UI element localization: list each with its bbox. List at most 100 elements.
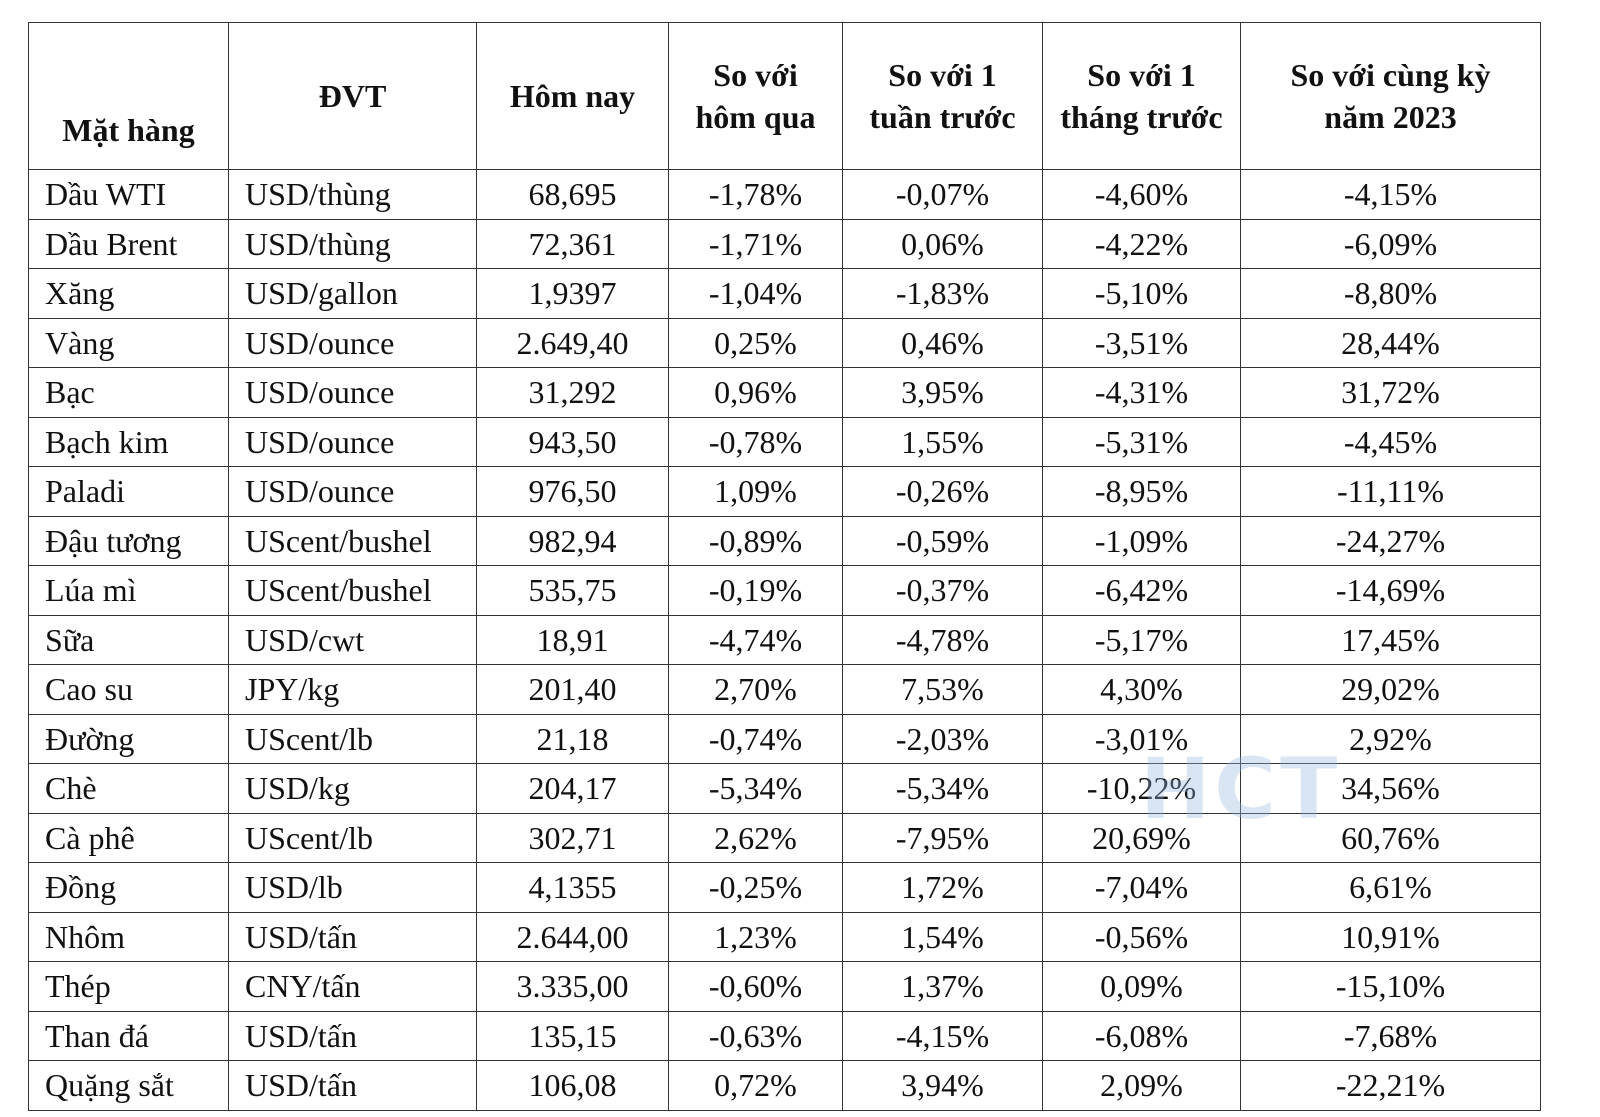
value-cell: -1,71% <box>668 218 843 269</box>
value-cell: -15,10% <box>1240 961 1541 1012</box>
value-cell: 106,08 <box>476 1060 669 1111</box>
table-row: Cà phê UScent/lb 302,71 2,62% -7,95% 20,69% 60… <box>28 812 1541 863</box>
value-cell: 0,46% <box>842 317 1043 368</box>
commodity-name: Dầu Brent <box>28 218 229 269</box>
commodity-name: Thép <box>28 961 229 1012</box>
value-cell: 1,9397 <box>476 268 669 319</box>
value-cell: 2,70% <box>668 664 843 715</box>
table-row: Đậu tương UScent/bushel 982,94 -0,89% -0,59%… <box>28 515 1541 566</box>
table-row: Đường UScent/lb 21,18 -0,74% -2,03% -3,01% 2,9… <box>28 713 1541 764</box>
table-row: Dầu WTI USD/thùng 68,695 -1,78% -0,07% -4,60%… <box>28 169 1541 220</box>
table-row: Than đá USD/tấn 135,15 -0,63% -4,15% -6,08% -7… <box>28 1010 1541 1061</box>
value-cell: -6,09% <box>1240 218 1541 269</box>
table-row: Dầu Brent USD/thùng 72,361 -1,71% 0,06% -4,22… <box>28 218 1541 269</box>
table-row: Nhôm USD/tấn 2.644,00 1,23% 1,54% -0,56% 10,91… <box>28 911 1541 962</box>
value-cell: -0,78% <box>668 416 843 467</box>
commodity-name: Bạch kim <box>28 416 229 467</box>
value-cell: 1,09% <box>668 466 843 517</box>
value-cell: 60,76% <box>1240 812 1541 863</box>
value-cell: 31,292 <box>476 367 669 418</box>
value-cell: 31,72% <box>1240 367 1541 418</box>
table-row: Bạch kim USD/ounce 943,50 -0,78% 1,55% -5,31%… <box>28 416 1541 467</box>
value-cell: -4,78% <box>842 614 1043 665</box>
value-cell: -0,74% <box>668 713 843 764</box>
commodity-name: Cao su <box>28 664 229 715</box>
value-cell: 135,15 <box>476 1010 669 1061</box>
value-cell: -8,80% <box>1240 268 1541 319</box>
commodity-name: Than đá <box>28 1010 229 1061</box>
value-cell: 28,44% <box>1240 317 1541 368</box>
value-cell: -4,15% <box>842 1010 1043 1061</box>
value-cell: 29,02% <box>1240 664 1541 715</box>
unit-cell: USD/ounce <box>228 416 477 467</box>
value-cell: 0,06% <box>842 218 1043 269</box>
column-header: So với 1 tháng trước <box>1042 22 1241 170</box>
unit-cell: USD/lb <box>228 862 477 913</box>
value-cell: -0,07% <box>842 169 1043 220</box>
value-cell: -0,89% <box>668 515 843 566</box>
value-cell: 0,96% <box>668 367 843 418</box>
value-cell: 20,69% <box>1042 812 1241 863</box>
value-cell: 982,94 <box>476 515 669 566</box>
value-cell: -1,83% <box>842 268 1043 319</box>
value-cell: -8,95% <box>1042 466 1241 517</box>
value-cell: 2,09% <box>1042 1060 1241 1111</box>
commodity-name: Đậu tương <box>28 515 229 566</box>
value-cell: 6,61% <box>1240 862 1541 913</box>
value-cell: -0,63% <box>668 1010 843 1061</box>
table-row: Cao su JPY/kg 201,40 2,70% 7,53% 4,30% 29,02% <box>28 664 1541 715</box>
value-cell: 1,55% <box>842 416 1043 467</box>
unit-cell: USD/thùng <box>228 218 477 269</box>
value-cell: 0,25% <box>668 317 843 368</box>
commodity-name: Đường <box>28 713 229 764</box>
commodity-name: Paladi <box>28 466 229 517</box>
table-row: Paladi USD/ounce 976,50 1,09% -0,26% -8,95% -1… <box>28 466 1541 517</box>
unit-cell: USD/tấn <box>228 911 477 962</box>
column-header: ĐVT <box>228 22 477 170</box>
value-cell: 2.649,40 <box>476 317 669 368</box>
commodity-name: Quặng sắt <box>28 1060 229 1111</box>
unit-cell: USD/kg <box>228 763 477 814</box>
value-cell: -0,26% <box>842 466 1043 517</box>
unit-cell: UScent/bushel <box>228 565 477 616</box>
unit-cell: USD/cwt <box>228 614 477 665</box>
value-cell: -22,21% <box>1240 1060 1541 1111</box>
table-row: Quặng sắt USD/tấn 106,08 0,72% 3,94% 2,09% -22… <box>28 1060 1541 1111</box>
value-cell: -0,37% <box>842 565 1043 616</box>
value-cell: 34,56% <box>1240 763 1541 814</box>
value-cell: 0,09% <box>1042 961 1241 1012</box>
table-row: Lúa mì UScent/bushel 535,75 -0,19% -0,37% -6,… <box>28 565 1541 616</box>
column-header: So với cùng kỳ năm 2023 <box>1240 22 1541 170</box>
value-cell: -1,78% <box>668 169 843 220</box>
unit-cell: USD/thùng <box>228 169 477 220</box>
value-cell: -3,01% <box>1042 713 1241 764</box>
value-cell: 72,361 <box>476 218 669 269</box>
table-head: Mặt hàng ĐVT Hôm nay So với hôm qua So với 1… <box>28 22 1541 170</box>
unit-cell: UScent/bushel <box>228 515 477 566</box>
commodity-name: Lúa mì <box>28 565 229 616</box>
value-cell: -14,69% <box>1240 565 1541 616</box>
commodity-name: Cà phê <box>28 812 229 863</box>
header-row: Mặt hàng ĐVT Hôm nay So với hôm qua So với 1… <box>28 22 1541 170</box>
value-cell: -1,09% <box>1042 515 1241 566</box>
value-cell: -0,60% <box>668 961 843 1012</box>
table-row: Sữa USD/cwt 18,91 -4,74% -4,78% -5,17% 17,45% <box>28 614 1541 665</box>
value-cell: 1,72% <box>842 862 1043 913</box>
value-cell: 201,40 <box>476 664 669 715</box>
column-header: Mặt hàng <box>28 22 229 170</box>
unit-cell: CNY/tấn <box>228 961 477 1012</box>
value-cell: -4,45% <box>1240 416 1541 467</box>
value-cell: 3,95% <box>842 367 1043 418</box>
table-row: Đồng USD/lb 4,1355 -0,25% 1,72% -7,04% 6,61% <box>28 862 1541 913</box>
value-cell: 302,71 <box>476 812 669 863</box>
commodity-name: Chè <box>28 763 229 814</box>
value-cell: -6,08% <box>1042 1010 1241 1061</box>
unit-cell: USD/ounce <box>228 466 477 517</box>
value-cell: 2,92% <box>1240 713 1541 764</box>
unit-cell: UScent/lb <box>228 812 477 863</box>
commodity-name: Bạc <box>28 367 229 418</box>
value-cell: -10,22% <box>1042 763 1241 814</box>
value-cell: -1,04% <box>668 268 843 319</box>
table-row: Xăng USD/gallon 1,9397 -1,04% -1,83% -5,10% -8… <box>28 268 1541 319</box>
value-cell: -4,60% <box>1042 169 1241 220</box>
